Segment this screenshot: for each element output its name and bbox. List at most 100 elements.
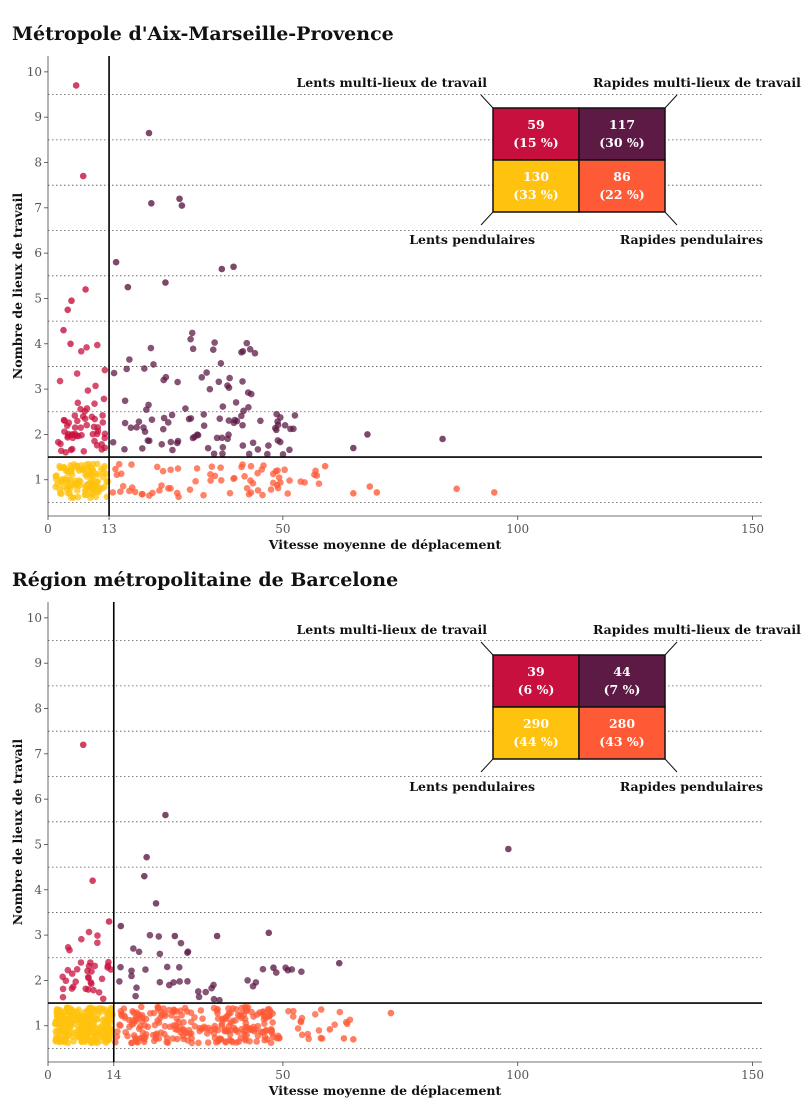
data-point-fast-multi [290, 425, 297, 433]
data-point-fast-commuter [343, 1020, 351, 1028]
y-tick-label: 2 [34, 427, 42, 441]
data-point-fast-commuter [258, 466, 266, 473]
data-point-fast-multi [209, 346, 217, 353]
data-point-fast-commuter [241, 1030, 248, 1038]
data-point-fast-commuter [297, 1018, 305, 1026]
data-point-fast-commuter [180, 1019, 187, 1026]
data-point-fast-commuter [313, 472, 321, 479]
data-point-fast-commuter [142, 1015, 150, 1023]
data-point-fast-multi [281, 422, 289, 429]
y-tick-label: 2 [34, 973, 42, 987]
data-point-fast-commuter [129, 1007, 136, 1015]
data-point-slow-commuter [103, 1020, 111, 1028]
data-point-fast-commuter [180, 1035, 187, 1043]
data-point-fast-commuter [151, 1021, 159, 1029]
data-point-fast-multi [200, 411, 208, 418]
data-point-slow-commuter [67, 462, 74, 469]
data-point-fast-commuter [321, 462, 329, 470]
y-tick-label: 10 [27, 65, 42, 79]
data-point-slow-multi [67, 340, 74, 348]
data-point-fast-commuter [197, 1007, 205, 1014]
data-point-fast-commuter [214, 1015, 222, 1022]
data-point-slow-commuter [54, 480, 61, 488]
data-point-fast-multi [189, 345, 197, 353]
chart-panel-1: Métropole d'Aix-Marseille-Provence 1 2 3 4 5 6… [10, 23, 801, 552]
data-point-fast-multi [162, 373, 170, 381]
data-point-fast-commuter [249, 480, 257, 487]
data-point-fast-commuter [217, 476, 225, 484]
data-point-fast-multi [238, 348, 245, 356]
data-point-fast-commuter [326, 1026, 334, 1033]
x-tick-label: 0 [44, 522, 52, 536]
data-point-fast-commuter [301, 479, 308, 486]
data-point-slow-multi [59, 973, 66, 981]
data-point-slow-commuter [98, 485, 106, 492]
data-point-fast-multi [274, 437, 282, 444]
data-point-fast-commuter [275, 1034, 283, 1042]
data-point-fast-commuter [232, 1026, 239, 1034]
data-point-fast-multi [265, 442, 272, 449]
data-point-fast-commuter [155, 1035, 163, 1042]
quadrant-percent: (7 %) [604, 682, 641, 697]
data-point-fast-multi [202, 988, 210, 996]
data-point-fast-multi [239, 421, 246, 429]
data-point-fast-commuter [289, 1013, 297, 1020]
data-point-fast-commuter [199, 1015, 206, 1023]
data-point-fast-commuter [131, 1034, 139, 1042]
data-point-fast-commuter [166, 1023, 174, 1031]
data-point-fast-multi [177, 939, 185, 947]
quadrant-cell-slow-commuter [492, 159, 580, 213]
data-point-slow-commuter [78, 1038, 85, 1046]
data-point-fast-multi [335, 959, 343, 967]
data-point-fast-commuter [254, 487, 262, 494]
data-point-slow-multi [59, 985, 67, 993]
data-point-fast-commuter [138, 490, 146, 498]
quadrant-count: 59 [527, 117, 544, 132]
data-point-fast-multi [219, 443, 227, 451]
y-tick-label: 9 [34, 110, 42, 124]
data-point-fast-commuter [267, 486, 275, 493]
quadrant-count: 117 [609, 117, 635, 132]
data-point-slow-commuter [67, 476, 74, 484]
data-point-slow-commuter [70, 1038, 78, 1045]
data-point-fast-commuter [260, 1015, 268, 1023]
data-point-fast-commuter [245, 491, 253, 498]
data-point-fast-multi [132, 992, 139, 1000]
data-point-fast-multi [168, 411, 176, 419]
y-axis-title: Nombre de lieux de travail [10, 193, 25, 380]
data-point-fast-multi [130, 945, 137, 952]
y-tick-label: 5 [34, 291, 42, 305]
data-point-fast-multi [176, 978, 183, 985]
data-point-slow-commuter [105, 1030, 112, 1038]
data-point-fast-multi [350, 444, 357, 452]
data-point-fast-multi [198, 374, 206, 381]
data-point-slow-commuter [53, 472, 60, 479]
data-point-fast-multi [254, 446, 262, 453]
data-point-fast-commuter [246, 1026, 253, 1033]
y-tick-label: 7 [34, 201, 42, 215]
data-point-fast-multi [195, 993, 203, 1001]
y-tick-label: 4 [34, 883, 42, 897]
data-point-fast-commuter [211, 1022, 218, 1030]
data-point-fast-commuter [117, 470, 125, 477]
data-point-fast-commuter [366, 483, 374, 490]
x-tick-label: 14 [106, 1068, 122, 1082]
data-point-slow-multi [81, 415, 89, 422]
data-point-fast-multi [239, 442, 247, 449]
data-point-slow-multi [61, 417, 68, 424]
data-point-fast-multi [247, 390, 255, 398]
data-point-slow-multi [85, 986, 92, 993]
data-point-fast-commuter [238, 1004, 245, 1012]
data-point-slow-commuter [53, 1013, 61, 1020]
data-point-slow-multi [78, 431, 85, 439]
data-point-fast-multi [252, 979, 260, 986]
chart-title: Métropole d'Aix-Marseille-Provence [12, 23, 394, 45]
data-point-fast-multi [128, 967, 135, 975]
data-point-fast-commuter [350, 1036, 357, 1043]
data-point-fast-multi [286, 446, 293, 454]
data-point-fast-commuter [156, 487, 163, 494]
data-point-fast-multi [155, 933, 163, 940]
quadrant-count: 280 [609, 716, 635, 731]
data-point-slow-commuter [87, 464, 94, 471]
quadrant-percent: (22 %) [599, 187, 644, 202]
